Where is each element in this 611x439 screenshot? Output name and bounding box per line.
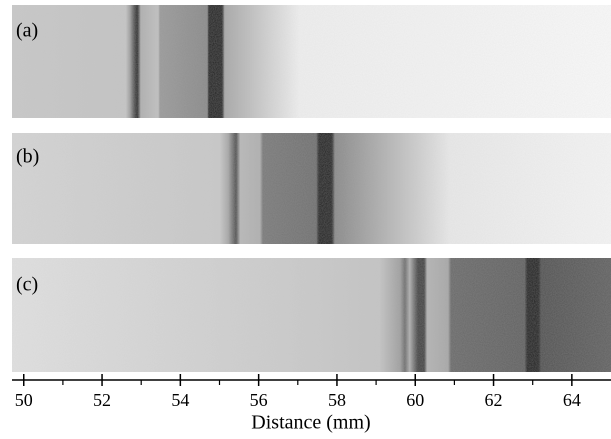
- x-tick-label: 52: [93, 390, 111, 410]
- strip-c: [12, 258, 611, 372]
- x-tick-label: 56: [250, 390, 268, 410]
- strip-b: [12, 133, 611, 244]
- x-axis-title: Distance (mm): [251, 412, 370, 434]
- x-tick-label: 54: [171, 390, 189, 410]
- x-tick-label: 60: [406, 390, 424, 410]
- x-tick-label: 58: [328, 390, 346, 410]
- panel-label: (b): [16, 146, 39, 168]
- panel-label: (c): [16, 274, 38, 296]
- panel-label: (a): [16, 20, 38, 42]
- x-tick-label: 62: [485, 390, 503, 410]
- x-tick-label: 50: [15, 390, 33, 410]
- x-tick-label: 64: [563, 390, 581, 410]
- strip-a: [12, 5, 611, 118]
